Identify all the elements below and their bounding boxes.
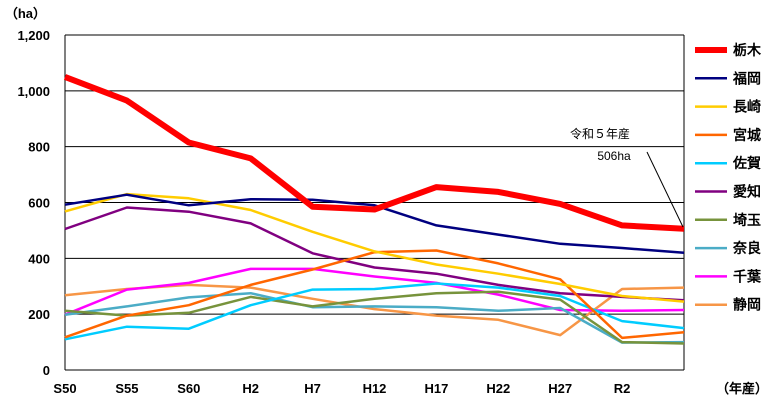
legend-label: 千葉 bbox=[733, 268, 762, 284]
x-tick-label: H7 bbox=[304, 381, 321, 396]
legend-label: 福岡 bbox=[732, 70, 761, 86]
series-line-8 bbox=[64, 291, 685, 344]
legend-label: 奈良 bbox=[732, 240, 761, 256]
legend-label: 宮城 bbox=[733, 127, 761, 143]
x-tick-label: S50 bbox=[53, 381, 76, 396]
series-line-5 bbox=[64, 282, 685, 341]
legend-label: 愛知 bbox=[733, 184, 761, 200]
legend-label: 静岡 bbox=[733, 297, 761, 313]
y-tick-label: 400 bbox=[28, 251, 50, 266]
x-tick-label: H17 bbox=[424, 381, 448, 396]
y-tick-label: 800 bbox=[28, 140, 50, 155]
x-tick-label: H12 bbox=[363, 381, 387, 396]
annotation-label: 令和５年産 bbox=[570, 126, 630, 141]
x-tick-label: H2 bbox=[242, 381, 259, 396]
legend-label: 長崎 bbox=[733, 99, 761, 115]
y-tick-label: 0 bbox=[43, 363, 50, 378]
series-line-7 bbox=[64, 290, 685, 345]
x-tick-label: R2 bbox=[614, 381, 631, 396]
y-tick-label: 600 bbox=[28, 196, 50, 211]
y-tick-label: 1,000 bbox=[17, 84, 50, 99]
series-line-6 bbox=[64, 206, 685, 302]
y-tick-label: 1,200 bbox=[17, 28, 50, 43]
legend-label: 栃木 bbox=[733, 42, 762, 58]
annotation: 令和５年産 506ha bbox=[570, 126, 684, 228]
x-axis-ticks: S50 S55 S60 H2 H7 H12 H17 H22 H27 R2 bbox=[53, 381, 630, 396]
series-line-1 bbox=[63, 74, 685, 232]
x-tick-label: S55 bbox=[115, 381, 138, 396]
x-tick-label: H27 bbox=[548, 381, 572, 396]
legend-label: 佐賀 bbox=[732, 155, 761, 171]
y-axis-ticks: 0 200 400 600 800 1,000 1,200 bbox=[17, 28, 50, 378]
x-tick-label: H22 bbox=[486, 381, 510, 396]
annotation-leader-line bbox=[646, 151, 684, 228]
series-line-9 bbox=[64, 267, 685, 316]
series-line-3 bbox=[64, 192, 685, 303]
x-tick-label: S60 bbox=[177, 381, 200, 396]
y-unit-label: （ha） bbox=[5, 6, 46, 21]
x-unit-label: （年産） bbox=[716, 381, 768, 396]
series-lines bbox=[63, 74, 685, 345]
annotation-value: 506ha bbox=[597, 149, 631, 163]
legend-label: 埼玉 bbox=[733, 212, 761, 228]
y-tick-label: 200 bbox=[28, 307, 50, 322]
series-line-2 bbox=[64, 193, 685, 255]
